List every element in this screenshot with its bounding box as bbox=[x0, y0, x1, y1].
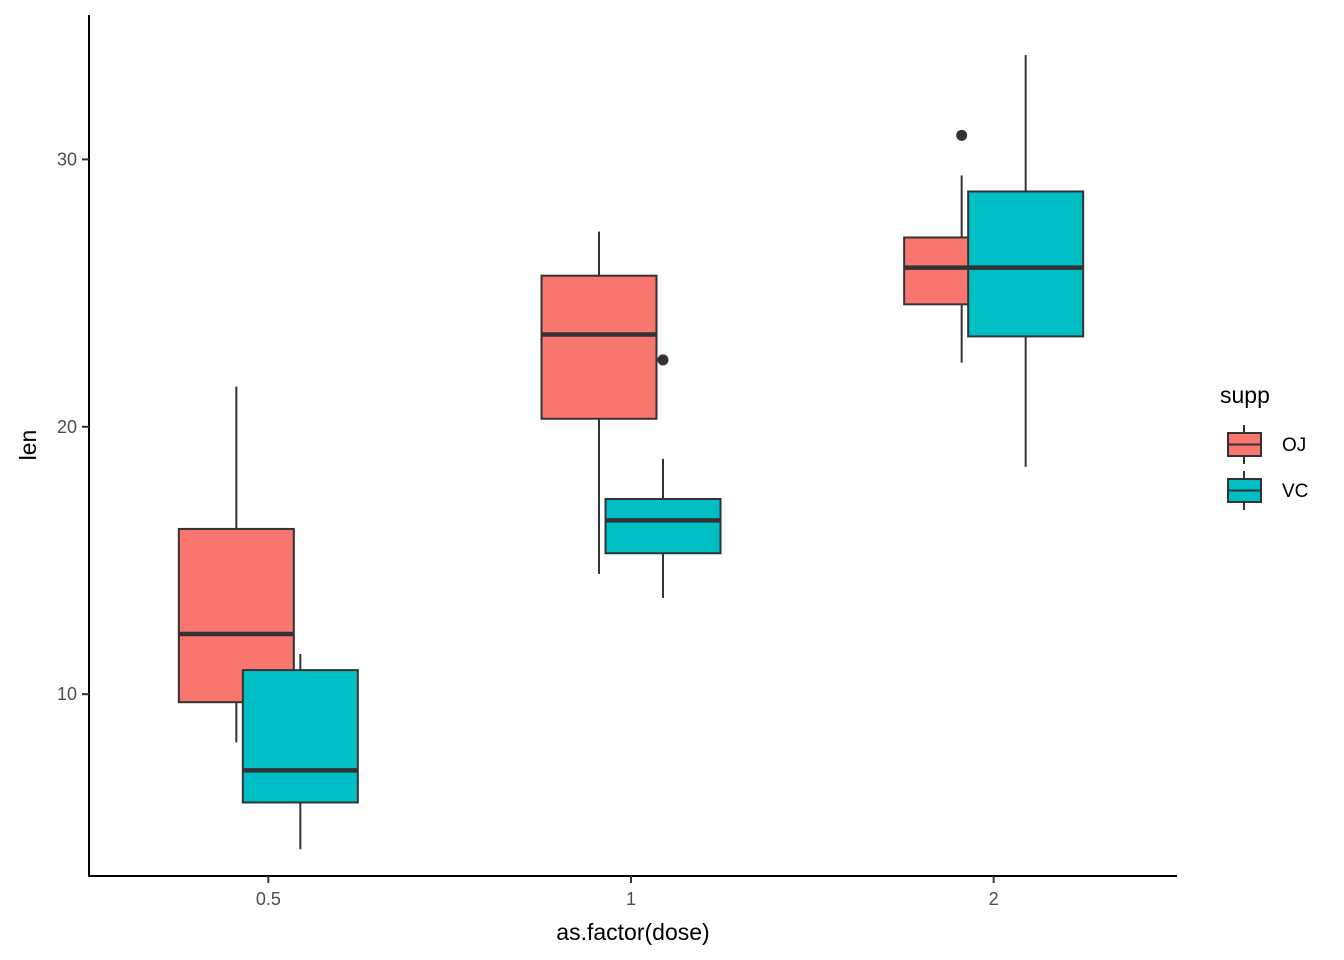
legend-label: VC bbox=[1282, 481, 1308, 502]
outlier-point bbox=[956, 129, 968, 141]
plot-area bbox=[177, 55, 1085, 850]
x-tick-label: 2 bbox=[989, 889, 999, 909]
legend: supp OJ VC bbox=[1220, 382, 1308, 510]
box-VC-1 bbox=[604, 354, 722, 598]
box-body bbox=[540, 274, 658, 420]
box-OJ-1 bbox=[540, 231, 658, 574]
y-axis-title: len bbox=[15, 430, 41, 461]
box-VC-2 bbox=[967, 55, 1085, 467]
y-tick-label: 20 bbox=[57, 417, 77, 437]
legend-item-OJ: OJ bbox=[1227, 425, 1306, 464]
outlier-point bbox=[657, 354, 669, 366]
axes: 10 20 30 0.5 1 2 bbox=[57, 15, 1177, 909]
x-axis-title: as.factor(dose) bbox=[556, 919, 709, 945]
box-body bbox=[241, 669, 359, 804]
y-tick-label: 30 bbox=[57, 149, 77, 169]
legend-item-VC: VC bbox=[1227, 471, 1308, 510]
x-tick-label: 0.5 bbox=[256, 889, 281, 909]
box-body bbox=[967, 190, 1085, 338]
legend-label: OJ bbox=[1282, 435, 1306, 456]
y-tick-label: 10 bbox=[57, 684, 77, 704]
legend-title: supp bbox=[1220, 382, 1270, 408]
box-VC-0.5 bbox=[241, 654, 359, 850]
x-tick-label: 1 bbox=[626, 889, 636, 909]
box-body bbox=[604, 497, 722, 555]
